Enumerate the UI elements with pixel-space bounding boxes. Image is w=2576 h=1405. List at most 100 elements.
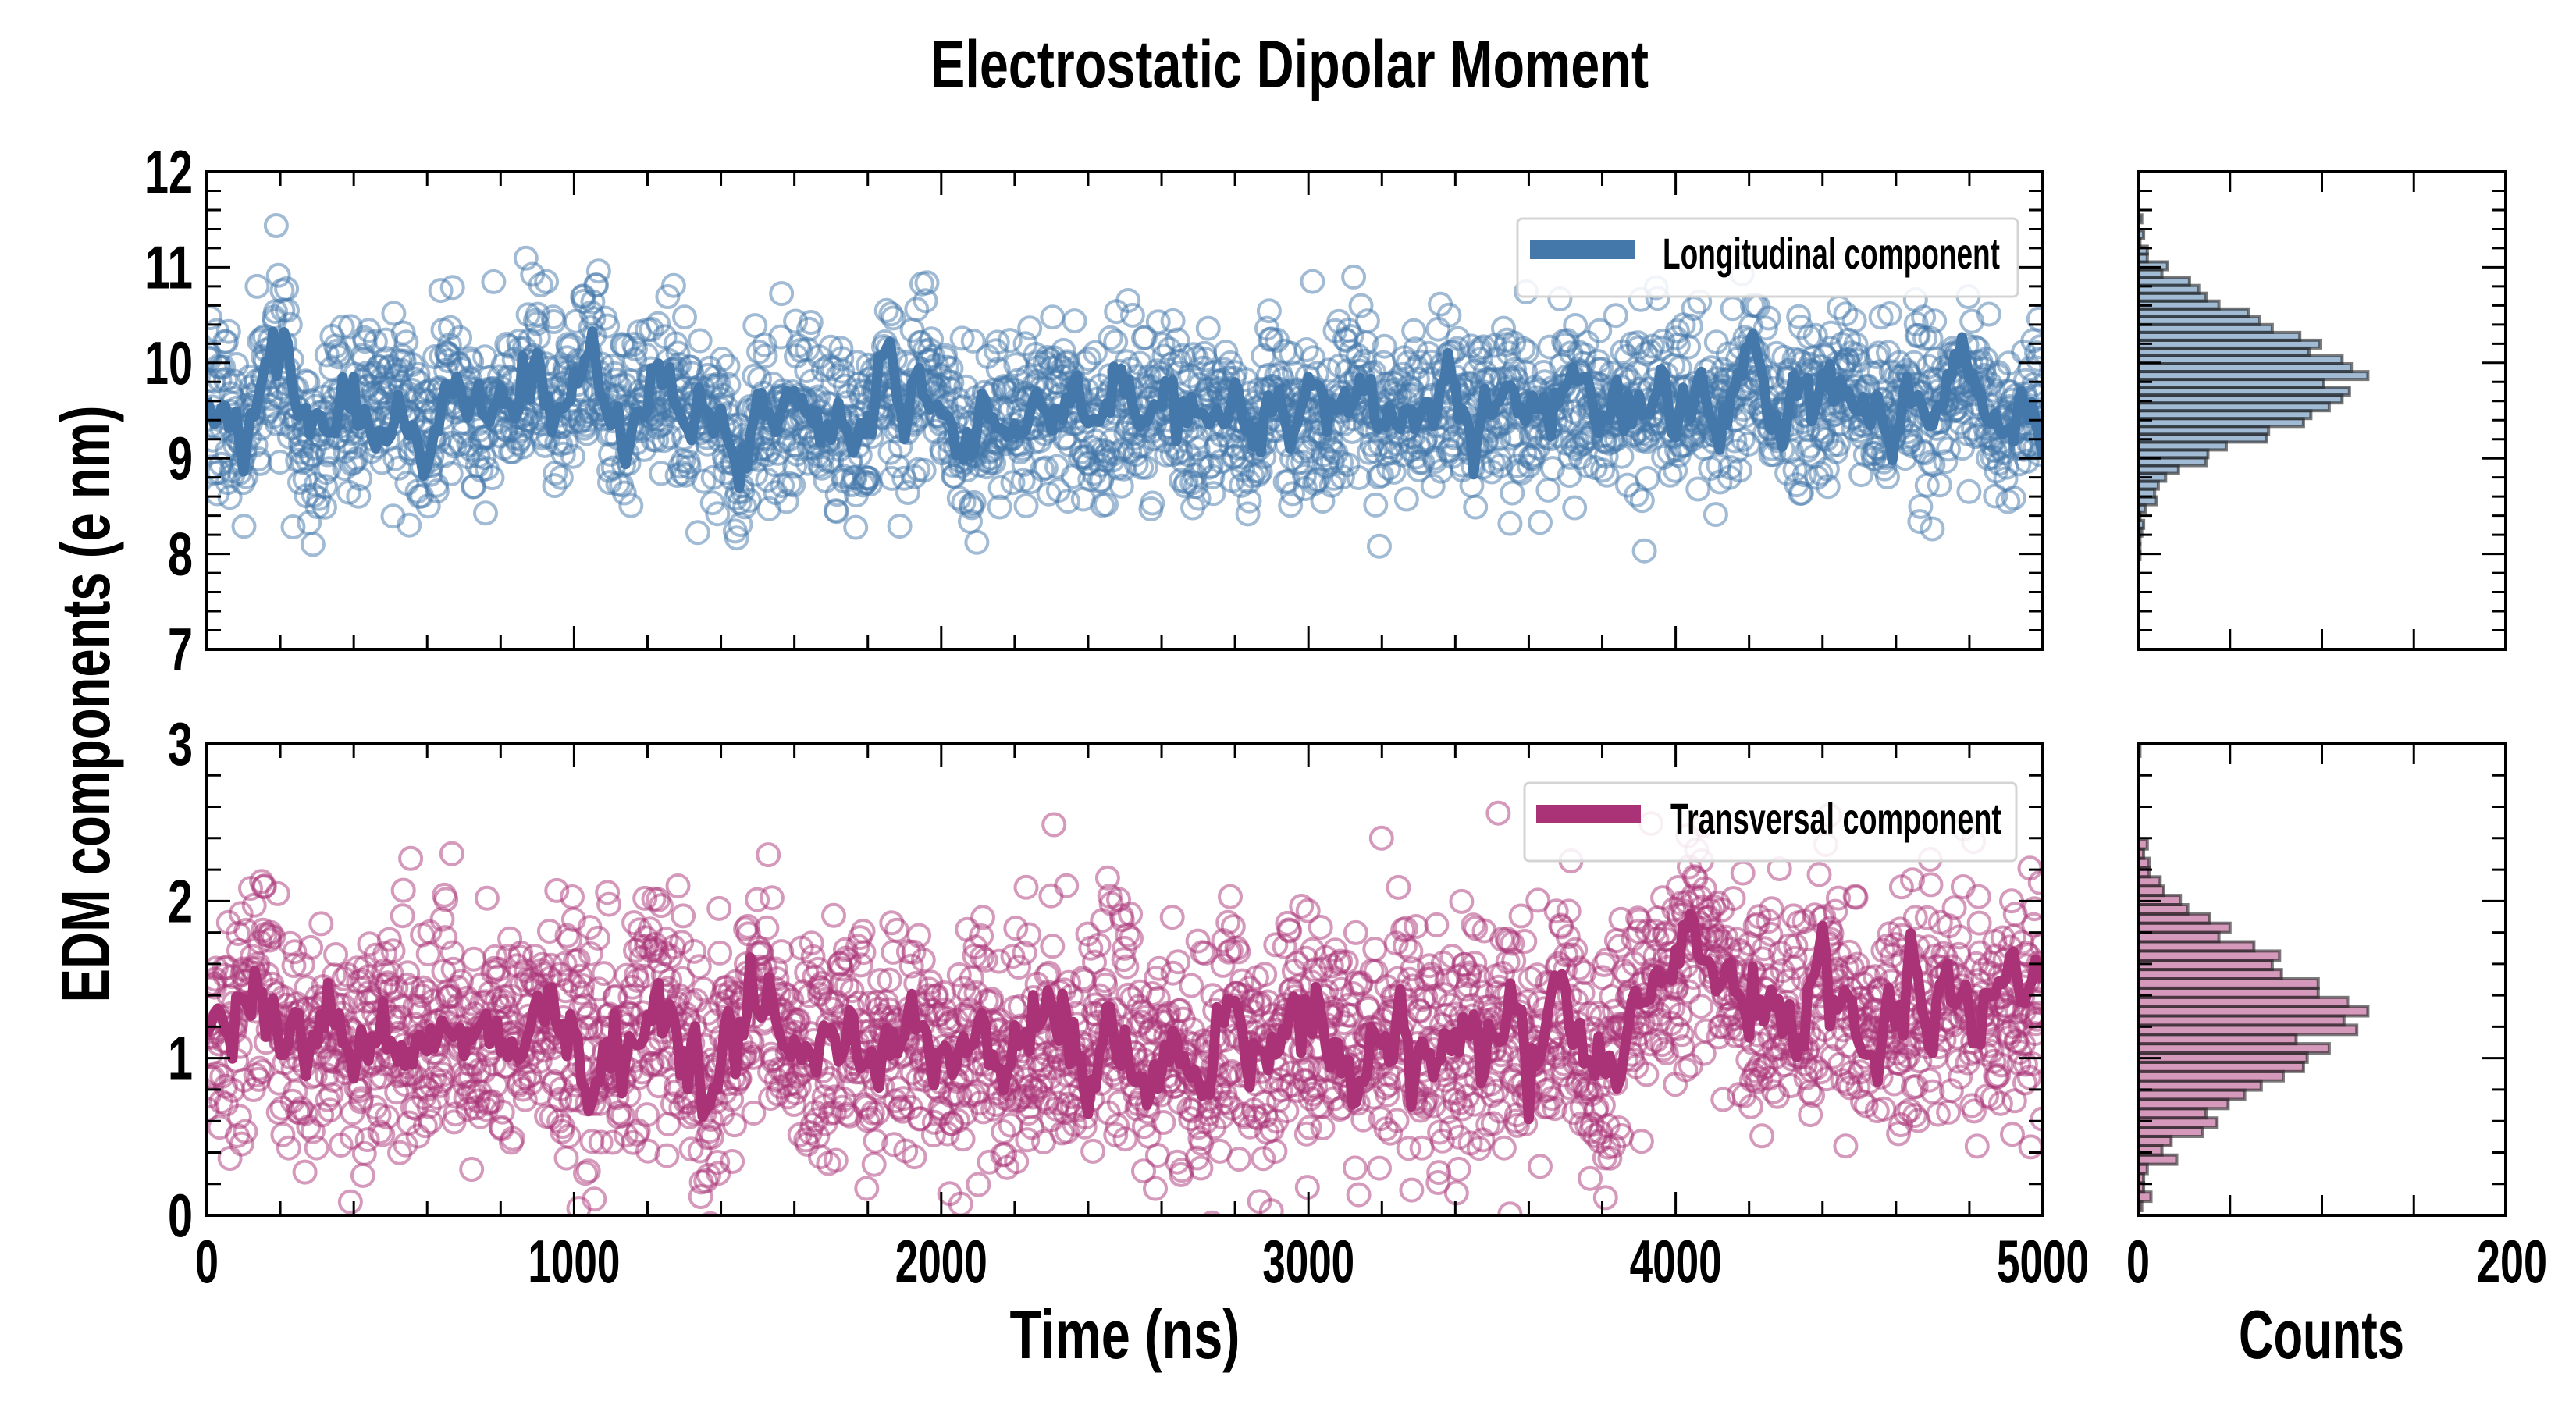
scatter-point	[839, 978, 865, 1004]
scatter-point	[1236, 488, 1262, 514]
top-plot-frame	[205, 170, 2044, 651]
scatter-point	[580, 289, 606, 315]
scatter-point	[1420, 473, 1446, 499]
scatter-point	[380, 938, 406, 964]
scatter-point	[1399, 1177, 1425, 1203]
scatter-point	[1808, 461, 1834, 486]
scatter-point	[263, 213, 289, 238]
scatter-point	[1693, 1018, 1719, 1044]
scatter-point	[2001, 486, 2026, 510]
scatter-point	[323, 942, 349, 967]
scatter-point	[1354, 308, 1380, 334]
scatter-point	[1114, 954, 1140, 980]
scatter-point	[595, 880, 621, 905]
scatter-point	[1274, 1098, 1300, 1124]
scatter-point	[745, 887, 770, 912]
scatter-point	[1308, 915, 1333, 940]
scatter-point	[782, 454, 808, 479]
scatter-point	[987, 494, 1012, 520]
scatter-point	[1727, 457, 1752, 483]
scatter-point	[829, 346, 855, 372]
scatter-point	[461, 946, 486, 972]
scatter-point	[1866, 340, 1891, 366]
scatter-point	[381, 301, 407, 326]
scatter-point	[1404, 366, 1430, 392]
scatter-point	[848, 952, 873, 978]
scatter-point	[1535, 477, 1561, 503]
scatter-point	[1571, 342, 1597, 368]
scatter-point	[224, 352, 250, 377]
scatter-point	[635, 1102, 660, 1128]
scatter-point	[1841, 308, 1867, 333]
y-tick-label: 10	[144, 329, 193, 397]
scatter-point	[1343, 919, 1368, 945]
scatter-point	[1131, 1158, 1156, 1184]
scatter-point	[393, 329, 419, 355]
scatter-point	[879, 910, 905, 936]
scatter-point	[292, 1159, 318, 1185]
scatter-point	[1140, 981, 1165, 1006]
scatter-point	[553, 430, 579, 456]
scatter-point	[1040, 304, 1066, 330]
scatter-point	[1036, 960, 1062, 986]
scatter-point	[1749, 1123, 1775, 1149]
scatter-point	[1094, 492, 1119, 518]
scatter-point	[578, 941, 603, 966]
scatter-point	[1082, 340, 1108, 365]
scatter-point	[459, 349, 485, 375]
scatter-point	[611, 480, 637, 506]
scatter-point	[556, 1123, 582, 1149]
scatter-point	[1210, 952, 1236, 978]
scatter-point	[2027, 334, 2043, 360]
scatter-point	[1528, 1154, 1553, 1179]
scatter-point	[316, 456, 342, 482]
scatter-point	[1730, 860, 1756, 886]
scatter-point	[1788, 480, 1814, 506]
scatter-point	[1875, 464, 1900, 489]
scatter-point	[950, 1126, 976, 1152]
scatter-point	[1086, 932, 1112, 958]
scatter-point	[867, 968, 893, 994]
scatter-point	[648, 893, 674, 919]
scatter-point	[1959, 308, 1985, 334]
scatter-point	[977, 1149, 1002, 1175]
scatter-point	[1300, 345, 1326, 371]
scatter-point	[1342, 1155, 1368, 1181]
scatter-point	[447, 325, 473, 350]
scatter-point	[960, 328, 986, 354]
scatter-point	[1160, 960, 1186, 986]
scatter-point	[1193, 941, 1218, 966]
scatter-point	[781, 472, 806, 498]
scatter-point	[632, 885, 658, 911]
scatter-point	[1488, 453, 1514, 478]
scatter-point	[1540, 456, 1565, 482]
scatter-point	[1076, 346, 1102, 372]
scatter-point	[1256, 298, 1282, 324]
scatter-point	[351, 1140, 377, 1166]
scatter-point	[1340, 418, 1365, 444]
scatter-point	[1272, 934, 1297, 959]
scatter-point	[390, 877, 416, 903]
scatter-point	[1752, 315, 1778, 341]
scatter-point	[438, 461, 464, 486]
scatter-point	[829, 956, 855, 982]
scatter-point	[1497, 510, 1523, 536]
scatter-point	[701, 1211, 720, 1215]
scatter-point	[515, 302, 541, 328]
scatter-point	[1348, 293, 1374, 318]
scatter-point	[339, 1124, 365, 1150]
scatter-point	[833, 937, 858, 962]
scatter-point	[1201, 1210, 1222, 1215]
scatter-point	[2014, 448, 2040, 474]
scatter-point	[280, 514, 306, 539]
scatter-point	[550, 441, 576, 467]
scatter-point	[250, 1059, 275, 1084]
scatter-point	[1115, 288, 1141, 313]
scatter-point	[1626, 335, 1652, 361]
scatter-point	[304, 1135, 329, 1161]
scatter-point	[706, 895, 732, 921]
scatter-point	[282, 939, 308, 965]
scatter-point	[275, 297, 300, 323]
scatter-point	[753, 343, 778, 369]
